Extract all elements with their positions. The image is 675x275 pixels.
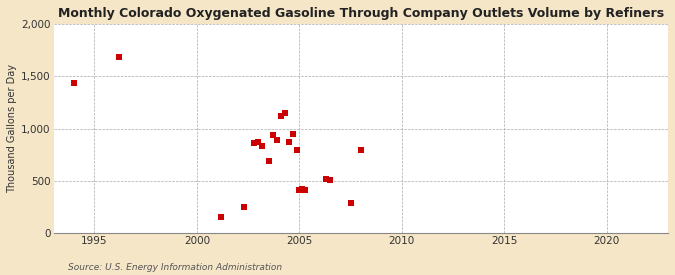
Point <box>294 188 304 192</box>
Point <box>216 215 227 219</box>
Point <box>271 138 282 142</box>
Point <box>284 140 294 144</box>
Text: Source: U.S. Energy Information Administration: Source: U.S. Energy Information Administ… <box>68 263 281 272</box>
Point <box>355 148 366 152</box>
Point <box>263 159 274 163</box>
Point <box>325 178 335 182</box>
Y-axis label: Thousand Gallons per Day: Thousand Gallons per Day <box>7 64 17 193</box>
Point <box>249 141 260 145</box>
Point <box>253 140 264 144</box>
Point <box>345 201 356 205</box>
Point <box>297 186 308 191</box>
Point <box>300 188 311 192</box>
Title: Monthly Colorado Oxygenated Gasoline Through Company Outlets Volume by Refiners: Monthly Colorado Oxygenated Gasoline Thr… <box>58 7 664 20</box>
Point <box>275 114 286 118</box>
Point <box>239 204 250 209</box>
Point <box>279 111 290 115</box>
Point <box>69 80 80 85</box>
Point <box>113 55 124 60</box>
Point <box>292 147 302 152</box>
Point <box>321 177 331 182</box>
Point <box>267 133 278 137</box>
Point <box>288 132 298 136</box>
Point <box>257 144 268 148</box>
